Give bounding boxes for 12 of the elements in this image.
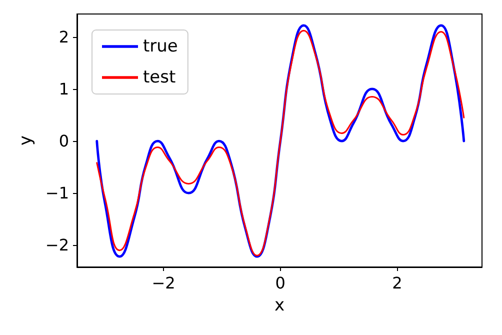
legend-label: true bbox=[143, 36, 178, 56]
y-axis-title: y bbox=[16, 135, 36, 146]
legend-label: test bbox=[143, 68, 176, 88]
y-tick-label: −2 bbox=[45, 236, 69, 255]
y-tick-label: 2 bbox=[58, 27, 69, 46]
x-tick-label: −2 bbox=[152, 274, 176, 292]
y-tick-label: 1 bbox=[58, 79, 69, 98]
y-tick-label: 0 bbox=[58, 132, 69, 151]
x-axis-title: x bbox=[274, 296, 285, 316]
x-tick-label: 0 bbox=[275, 274, 286, 292]
y-tick-label: −1 bbox=[45, 184, 69, 203]
x-tick-label: 2 bbox=[392, 274, 402, 292]
